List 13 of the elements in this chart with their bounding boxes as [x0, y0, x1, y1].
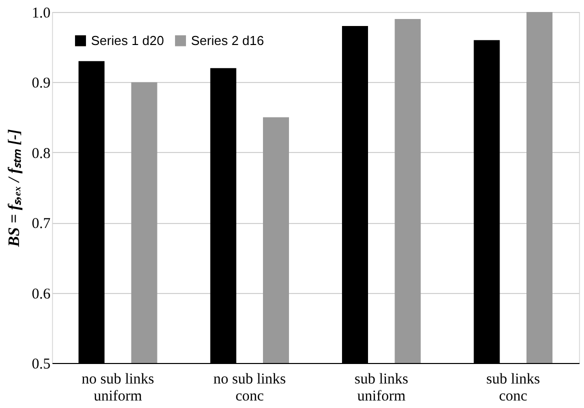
x-tick-label: sub links uniform [354, 372, 408, 404]
y-axis-title: BS = fₛ,ₑₓ / fₛₜₘ [-] [6, 129, 23, 248]
y-tick-label: 1.0 [32, 6, 50, 22]
x-tick-label: sub links conc [486, 372, 540, 404]
y-tick-label: 0.8 [32, 146, 50, 162]
legend-label: Series 1 d20 [91, 32, 164, 48]
y-tick-label: 0.5 [32, 356, 50, 372]
y-tick-label: 0.9 [32, 76, 50, 92]
y-tick-label: 0.6 [32, 286, 51, 302]
x-tick-label: no sub links uniform [82, 372, 154, 404]
legend-label: Series 2 d16 [191, 32, 264, 48]
x-tick-label: no sub links conc [213, 372, 286, 404]
y-tick-label: 0.7 [32, 216, 51, 232]
